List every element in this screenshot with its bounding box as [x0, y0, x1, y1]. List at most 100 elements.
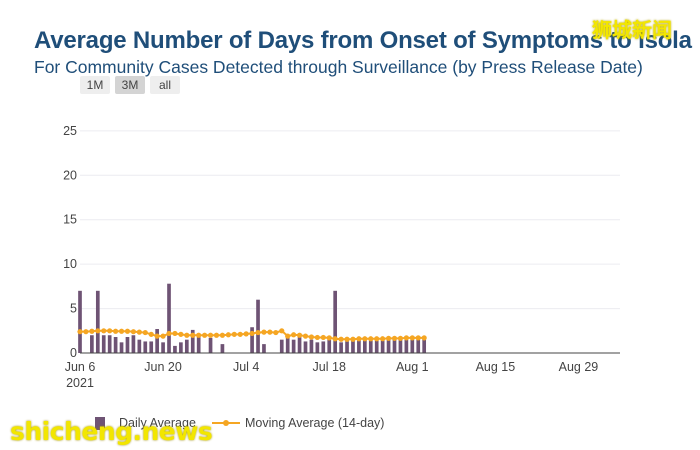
moving-average-point [356, 336, 362, 342]
daily-average-bar [362, 339, 367, 353]
line-layer [77, 328, 427, 342]
daily-average-bar [315, 342, 320, 353]
moving-average-point [243, 331, 249, 337]
moving-average-point [113, 328, 119, 334]
daily-average-bar [368, 338, 373, 353]
moving-average-point [219, 332, 226, 338]
x-tick-label: Aug 15 [476, 360, 516, 374]
moving-average-point [285, 333, 291, 339]
legend-swatch-daily-average [95, 417, 105, 430]
daily-average-bar [262, 344, 266, 353]
moving-average-point [374, 336, 380, 342]
x-tick-label: Jun 20 [144, 360, 182, 374]
moving-average-point [95, 328, 101, 334]
daily-average-bar [167, 283, 171, 353]
daily-average-bar [256, 299, 260, 353]
daily-average-bar [321, 341, 326, 353]
daily-average-bar [380, 338, 385, 353]
moving-average-point [302, 333, 309, 339]
moving-average-point [237, 331, 243, 337]
moving-average-point [107, 328, 113, 334]
daily-average-bar [404, 339, 409, 353]
axis-layer: 0 5 10 15 20 25 Jun 6 Jun 20 Jul 4 Jul 18 Aug 1 Aug… [63, 124, 620, 390]
daily-average-bar [101, 335, 106, 353]
daily-average-bar [386, 339, 391, 353]
moving-average-point [255, 329, 261, 336]
daily-average-bar [339, 342, 343, 353]
moving-average-point [385, 335, 392, 341]
moving-average-point [279, 328, 285, 334]
daily-average-bar [250, 327, 254, 353]
moving-average-point [190, 332, 196, 338]
range-button-3m[interactable]: 3M [115, 76, 145, 94]
moving-average-point [124, 328, 131, 334]
daily-average-bar [78, 290, 82, 353]
daily-average-bar [374, 339, 379, 353]
daily-average-bar [297, 337, 302, 353]
moving-average-point [362, 336, 368, 342]
moving-average-point [350, 336, 356, 342]
grid-layer [80, 130, 620, 310]
range-button-all[interactable]: all [150, 76, 180, 94]
x-year-label: 2021 [66, 376, 94, 390]
moving-average-point [320, 334, 326, 341]
moving-average-point [178, 331, 184, 337]
daily-average-bar [285, 335, 290, 353]
legend-label-moving-average[interactable]: Moving Average (14-day) [245, 416, 385, 430]
moving-average-point [314, 334, 320, 341]
moving-average-point [196, 332, 202, 338]
moving-average-point [148, 331, 154, 337]
daily-average-bar [161, 342, 165, 353]
legend-layer [95, 417, 240, 430]
daily-average-bar [137, 339, 142, 353]
daily-average-bar [131, 335, 136, 353]
range-button-1m[interactable]: 1M [80, 76, 110, 94]
daily-average-bar [113, 337, 118, 353]
y-tick-label: 20 [63, 168, 77, 182]
daily-average-bar [392, 337, 397, 353]
moving-average-point [89, 328, 95, 334]
daily-average-bar [351, 340, 355, 353]
moving-average-point [409, 335, 415, 341]
moving-average-point [344, 336, 350, 342]
y-tick-label: 15 [63, 213, 77, 227]
moving-average-point [225, 332, 231, 338]
daily-average-bar [291, 339, 296, 353]
daily-average-bar [149, 341, 154, 353]
moving-average-point [142, 329, 148, 336]
daily-average-bar [95, 290, 100, 353]
moving-average-point [380, 336, 386, 342]
daily-average-bar [125, 337, 130, 353]
moving-average-point [249, 330, 255, 337]
legend-label-daily-average[interactable]: Daily Average [119, 416, 196, 430]
moving-average-point [213, 332, 220, 338]
daily-average-bar [196, 337, 201, 353]
moving-average-point [397, 335, 404, 341]
watermark-en: shicheng.news [10, 417, 213, 446]
x-tick-label: Jul 18 [313, 360, 346, 374]
daily-average-bar [143, 341, 148, 353]
daily-average-bar [398, 338, 403, 353]
moving-average-point [130, 329, 137, 335]
daily-average-bar [279, 339, 284, 353]
moving-average-point [160, 333, 166, 339]
watermark-cn: 狮城新闻 [592, 18, 672, 42]
moving-average-point [166, 330, 172, 337]
moving-average-point [267, 329, 273, 335]
daily-average-bar [179, 342, 183, 353]
y-tick-label: 5 [70, 302, 77, 316]
moving-average-point [421, 335, 427, 341]
daily-average-bar [345, 341, 349, 353]
daily-average-bar [357, 339, 361, 353]
daily-average-bar [327, 339, 332, 353]
daily-average-bar [333, 290, 338, 353]
daily-average-bar [208, 337, 213, 353]
x-tick-label: Jun 6 [65, 360, 96, 374]
moving-average-point [273, 329, 279, 336]
daily-average-bar [422, 338, 427, 353]
moving-average-point [338, 336, 344, 342]
moving-average-point [77, 329, 83, 335]
daily-average-bar [107, 335, 112, 353]
moving-average-point [326, 335, 332, 341]
